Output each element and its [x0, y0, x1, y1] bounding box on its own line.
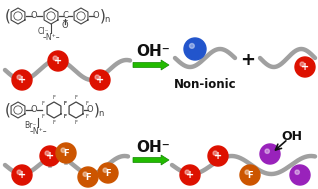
Text: +: +: [240, 51, 255, 69]
Circle shape: [208, 146, 228, 166]
Text: n: n: [98, 109, 104, 119]
FancyArrow shape: [133, 60, 169, 70]
Text: ): ): [94, 102, 100, 118]
Text: F: F: [105, 169, 111, 177]
Text: O: O: [31, 105, 37, 115]
Circle shape: [180, 165, 200, 185]
Circle shape: [40, 146, 60, 166]
Text: Cl⁻: Cl⁻: [37, 28, 49, 36]
Text: F: F: [85, 101, 88, 106]
Circle shape: [290, 165, 310, 185]
Text: +: +: [54, 56, 62, 66]
Circle shape: [56, 143, 76, 163]
Text: Br⁻: Br⁻: [24, 122, 36, 130]
Text: ): ): [100, 9, 106, 23]
Text: O: O: [31, 12, 37, 20]
Circle shape: [12, 70, 32, 90]
Circle shape: [61, 148, 66, 152]
Text: F: F: [63, 149, 69, 157]
Circle shape: [90, 70, 110, 90]
Text: OH⁻: OH⁻: [136, 139, 170, 154]
Text: OH: OH: [281, 130, 302, 143]
Text: +: +: [18, 170, 26, 180]
Circle shape: [190, 43, 194, 48]
Text: –N⁺–: –N⁺–: [29, 128, 47, 136]
Text: (: (: [5, 9, 11, 23]
Circle shape: [98, 163, 118, 183]
Text: F: F: [85, 173, 91, 181]
Circle shape: [184, 38, 206, 60]
FancyArrow shape: [133, 155, 169, 165]
Circle shape: [295, 170, 300, 174]
Text: F: F: [74, 120, 78, 125]
Circle shape: [17, 75, 21, 79]
Circle shape: [265, 149, 269, 153]
Text: +: +: [214, 151, 222, 161]
Text: F: F: [85, 114, 88, 119]
Text: O: O: [93, 12, 99, 20]
Text: +: +: [46, 151, 54, 161]
Circle shape: [213, 151, 218, 155]
Text: OH⁻: OH⁻: [136, 44, 170, 60]
Circle shape: [48, 51, 68, 71]
Text: n: n: [104, 15, 110, 25]
Circle shape: [240, 165, 260, 185]
Text: –N⁺–: –N⁺–: [42, 33, 60, 42]
Text: F: F: [63, 101, 66, 106]
Circle shape: [17, 170, 21, 174]
Text: F: F: [64, 101, 67, 106]
Circle shape: [78, 167, 98, 187]
Circle shape: [300, 62, 304, 66]
Text: F: F: [247, 170, 253, 180]
Text: Non-ionic: Non-ionic: [174, 77, 236, 91]
Text: F: F: [52, 120, 56, 125]
Circle shape: [245, 170, 249, 174]
Text: C: C: [62, 12, 68, 20]
Circle shape: [185, 170, 190, 174]
Text: O: O: [62, 22, 68, 30]
Text: +: +: [186, 170, 194, 180]
Text: F: F: [52, 95, 56, 100]
Text: (: (: [5, 102, 11, 118]
Text: F: F: [42, 101, 45, 106]
Text: O: O: [87, 105, 93, 115]
Text: +: +: [18, 75, 26, 85]
Text: F: F: [63, 114, 66, 119]
Circle shape: [103, 168, 107, 172]
Circle shape: [53, 56, 58, 60]
Circle shape: [45, 151, 49, 155]
Text: F: F: [64, 114, 67, 119]
Circle shape: [95, 75, 100, 79]
Text: +: +: [96, 75, 104, 85]
Circle shape: [12, 165, 32, 185]
Circle shape: [295, 57, 315, 77]
Text: F: F: [42, 114, 45, 119]
Circle shape: [83, 172, 87, 176]
Circle shape: [260, 144, 280, 164]
Text: F: F: [74, 95, 78, 100]
Text: +: +: [301, 62, 309, 72]
